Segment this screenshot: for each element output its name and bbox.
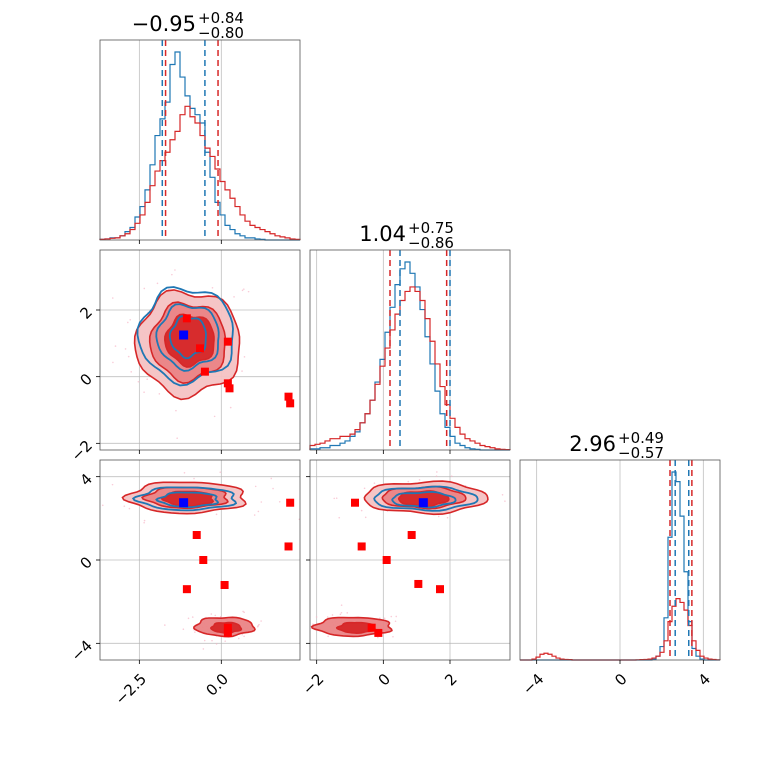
scatter-p0_p2-red-marker-5 xyxy=(182,585,191,594)
hist-p2 xyxy=(519,459,721,664)
title-p0-median: −0.95 xyxy=(132,12,196,36)
hist-p1-blue-series xyxy=(309,261,510,451)
scatter-p1_p2-red-marker-1 xyxy=(357,542,366,551)
scatter-p0_p1-red-marker-6 xyxy=(284,392,293,401)
scatter-p1_p2-blue-marker-0 xyxy=(418,498,428,508)
title-p1-minus: −0.86 xyxy=(408,234,454,252)
scatter-p0_p1-plot-area xyxy=(100,250,300,450)
scatter-p1_p2-red-contour-1-1 xyxy=(335,621,376,635)
scatter-p0_p2-red-marker-7 xyxy=(223,628,232,637)
bottom-p1-xtick-label-1: 0 xyxy=(375,670,394,689)
scatter-p1_p2-blue-contour-1 xyxy=(391,490,457,509)
scatter-p0_p2-red-marker-3 xyxy=(199,556,208,564)
title-p2-minus: −0.57 xyxy=(618,444,664,462)
scatter-p1_p2-red-marker-3 xyxy=(407,531,416,539)
scatter-p0_p2-red-marker-1 xyxy=(284,542,293,551)
title-p1-median: 1.04 xyxy=(359,222,406,246)
scatter-p0_p2-red-marker-4 xyxy=(220,581,229,589)
scatter-p0_p1-blue-contour-1 xyxy=(155,303,220,372)
hist-p0-frame xyxy=(99,39,301,241)
scatter-p0_p1-red-marker-7 xyxy=(286,399,295,408)
hist-p1 xyxy=(309,249,511,454)
title-p1: 1.04 +0.75−0.86 xyxy=(359,219,454,252)
title-p2: 2.96 +0.49−0.57 xyxy=(569,429,664,462)
scatter-p0_p2-red-marker-6 xyxy=(223,623,232,632)
left-p2-ytick-label-1: 0 xyxy=(77,553,96,572)
scatter-p1_p2-plot-area xyxy=(310,460,510,660)
hist-p0-background xyxy=(100,40,300,240)
title-p2-plus: +0.49 xyxy=(618,429,664,447)
title-p0-minus: −0.80 xyxy=(198,24,244,42)
bottom-p1-xtick-label-0: −2 xyxy=(299,670,327,698)
scatter-p0_p1 xyxy=(96,249,301,454)
scatter-p0_p2-blue-contour-1 xyxy=(155,491,220,509)
scatter-p0_p2-blue-contour-0 xyxy=(131,486,238,512)
scatter-p0_p1-blue-contour-2 xyxy=(168,315,207,360)
scatter-p0_p2-red-marker-0 xyxy=(286,498,295,507)
scatter-p0_p1-red-contour-0-2 xyxy=(163,313,215,368)
hist-p0 xyxy=(99,39,301,244)
scatter-p0_p1-red-marker-5 xyxy=(225,384,234,393)
bottom-p1-xtick-label-2: 2 xyxy=(441,670,460,689)
scatter-p0_p1-red-marker-2 xyxy=(200,367,209,376)
title-p0: −0.95 +0.84−0.80 xyxy=(132,9,244,42)
left-p1-ytick-label-0: −2 xyxy=(68,437,96,465)
bottom-p2-xtick-label-0: −4 xyxy=(519,670,547,698)
scatter-p0_p2-plot-area xyxy=(100,460,300,660)
title-p1-plus: +0.75 xyxy=(408,219,454,237)
hist-p1-frame xyxy=(309,249,511,451)
left-p2-ytick-label-2: 4 xyxy=(77,470,96,489)
left-p2-ytick-label-0: −4 xyxy=(68,637,96,665)
scatter-p1_p2-blue-contour-0 xyxy=(373,485,479,512)
scatter-p0_p1-red-marker-0 xyxy=(182,314,191,323)
scatter-p0_p1-frame xyxy=(99,249,301,451)
scatter-p0_p1-red-marker-3 xyxy=(223,337,232,346)
scatter-p1_p2 xyxy=(306,459,511,664)
scatter-p0_p1-red-marker-1 xyxy=(196,344,204,353)
left-p1-ytick-label-1: 0 xyxy=(77,370,96,389)
bottom-p2-xtick-label-1: 0 xyxy=(611,670,630,689)
bottom-p0-xtick-label-1: 0.0 xyxy=(202,670,232,700)
scatter-p0_p2-blue-marker-0 xyxy=(179,498,189,508)
bottom-p0-xtick-label-0: −2.5 xyxy=(112,670,150,708)
scatter-p1_p2-red-marker-0 xyxy=(351,498,359,507)
scatter-p0_p2 xyxy=(96,459,301,664)
scatter-p1_p2-red-marker-4 xyxy=(414,579,423,588)
scatter-p1_p2-red-marker-2 xyxy=(382,556,391,564)
scatter-p0_p1-red-marker-4 xyxy=(223,379,232,388)
hist-p0-red-series xyxy=(99,105,301,240)
scatter-p1_p2-red-marker-5 xyxy=(436,585,444,594)
scatter-p0_p1-blue-marker-0 xyxy=(179,330,189,340)
scatter-p1_p2-red-marker-6 xyxy=(367,623,376,632)
hist-p1-red-series xyxy=(309,286,511,451)
left-p1-ytick-label-2: 2 xyxy=(77,303,96,322)
hist-p1-background xyxy=(310,250,510,450)
scatter-p1_p2-red-marker-7 xyxy=(374,628,383,637)
title-p2-median: 2.96 xyxy=(569,432,616,456)
bottom-p2-xtick-label-2: 4 xyxy=(695,670,714,689)
title-p0-plus: +0.84 xyxy=(198,9,244,27)
scatter-p0_p2-red-marker-2 xyxy=(192,531,201,539)
